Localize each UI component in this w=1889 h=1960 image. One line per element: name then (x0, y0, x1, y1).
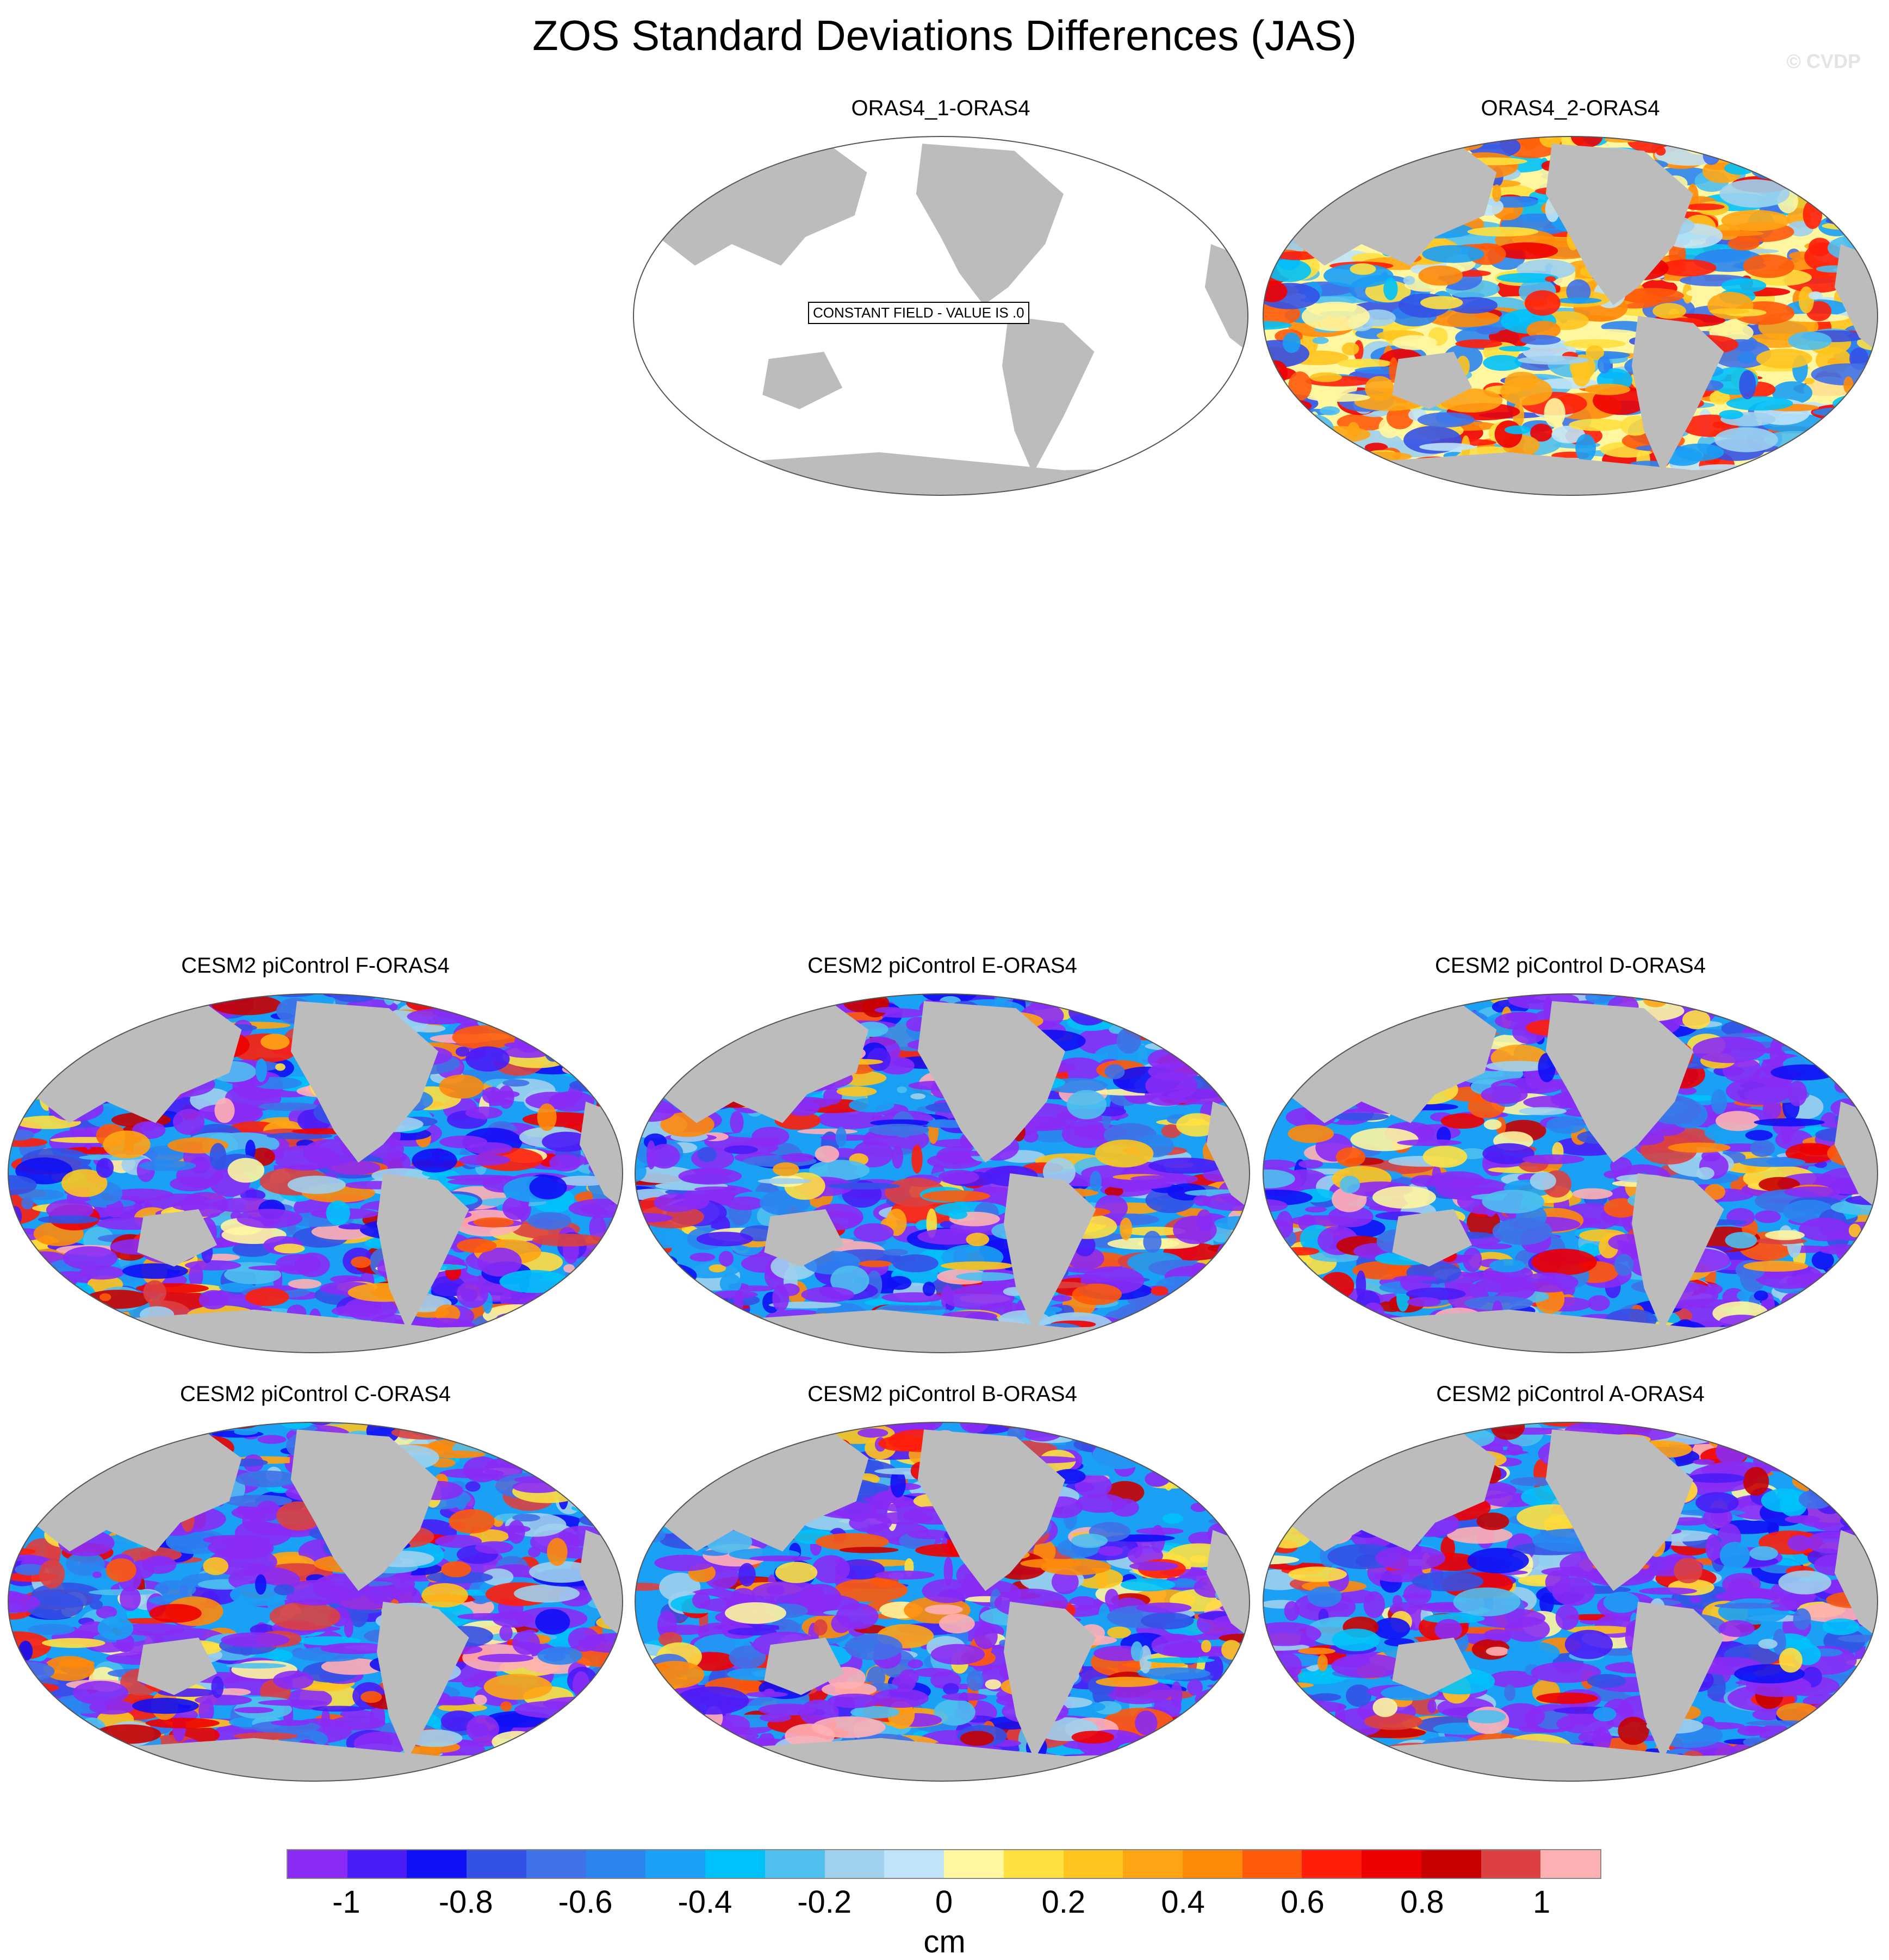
world-map (5, 983, 625, 1364)
colorbar-swatch (1421, 1850, 1481, 1878)
colorbar-unit-label: cm (0, 1924, 1889, 1960)
world-map (1260, 126, 1880, 506)
colorbar-tick-label: -0.6 (558, 1884, 613, 1920)
colorbar-tick-label: 0.2 (1041, 1884, 1085, 1920)
colorbar-swatch (645, 1850, 705, 1878)
colorbar-tick-label: -0.2 (797, 1884, 852, 1920)
colorbar-swatch (1481, 1850, 1541, 1878)
ocean-field (632, 1411, 1252, 1792)
panel-title: CESM2 piControl B-ORAS4 (632, 1381, 1252, 1407)
map-panel-cesm2-e: CESM2 piControl E-ORAS4 (632, 953, 1252, 1366)
colorbar-swatch (705, 1850, 765, 1878)
map-panel-oras4-1: ORAS4_1-ORAS4 CONSTANT FIELD - VALUE IS … (631, 95, 1251, 508)
constant-field-note: CONSTANT FIELD - VALUE IS .0 (808, 302, 1029, 324)
land-mass (1755, 144, 1816, 179)
panel-title: CESM2 piControl C-ORAS4 (5, 1381, 625, 1407)
ocean-field (1260, 126, 1880, 506)
colorbar-swatch (1183, 1850, 1242, 1878)
world-map (1260, 1411, 1880, 1792)
land-mass (1127, 1429, 1188, 1465)
ocean-field (1260, 1411, 1880, 1792)
land-mass (1755, 1001, 1816, 1037)
colorbar-swatch (1540, 1850, 1600, 1878)
world-map (632, 1411, 1252, 1792)
colorbar-tick-label: 0.4 (1161, 1884, 1205, 1920)
colorbar-swatch (526, 1850, 586, 1878)
ocean-field (1260, 983, 1880, 1364)
map-panel-cesm2-a: CESM2 piControl A-ORAS4 (1260, 1381, 1880, 1794)
ocean-field (632, 983, 1252, 1364)
panel-title: CESM2 piControl E-ORAS4 (632, 953, 1252, 979)
colorbar-swatch (1064, 1850, 1123, 1878)
panel-title: ORAS4_2-ORAS4 (1260, 95, 1880, 121)
world-map (5, 1411, 625, 1792)
colorbar-swatch (467, 1850, 526, 1878)
colorbar-tick-label: 0.8 (1400, 1884, 1444, 1920)
panel-title: CESM2 piControl A-ORAS4 (1260, 1381, 1880, 1407)
colorbar-swatch (944, 1850, 1004, 1878)
ocean-field (5, 1411, 625, 1792)
colorbar-tick-label: 0.6 (1281, 1884, 1325, 1920)
land-mass (1127, 1001, 1188, 1037)
colorbar-swatch (347, 1850, 407, 1878)
colorbar-swatch (765, 1850, 825, 1878)
colorbar-swatch (1362, 1850, 1421, 1878)
figure-title: ZOS Standard Deviations Differences (JAS… (0, 11, 1889, 60)
cvdp-watermark: © CVDP (1786, 50, 1861, 73)
colorbar (287, 1849, 1601, 1879)
colorbar-swatch (1123, 1850, 1183, 1878)
panel-title: ORAS4_1-ORAS4 (631, 95, 1251, 121)
land-mass (500, 1001, 561, 1037)
colorbar-tick-label: 1 (1533, 1884, 1550, 1920)
colorbar-tick-label: 0 (935, 1884, 953, 1920)
land-mass (1125, 144, 1186, 179)
colorbar-swatch (825, 1850, 885, 1878)
colorbar-tick-label: -0.4 (678, 1884, 732, 1920)
land-mass (1755, 1429, 1816, 1465)
colorbar-tick-label: -1 (332, 1884, 361, 1920)
colorbar-swatch (407, 1850, 467, 1878)
panel-title: CESM2 piControl F-ORAS4 (5, 953, 625, 979)
world-map (1260, 983, 1880, 1364)
colorbar-swatch (1302, 1850, 1362, 1878)
colorbar-tick-label: -0.8 (439, 1884, 493, 1920)
colorbar-swatch (288, 1850, 347, 1878)
colorbar-swatch (1004, 1850, 1064, 1878)
map-panel-cesm2-c: CESM2 piControl C-ORAS4 (5, 1381, 625, 1794)
ocean-field (5, 983, 625, 1364)
panel-title: CESM2 piControl D-ORAS4 (1260, 953, 1880, 979)
map-panel-cesm2-d: CESM2 piControl D-ORAS4 (1260, 953, 1880, 1366)
colorbar-swatch (1242, 1850, 1302, 1878)
colorbar-swatch (586, 1850, 646, 1878)
map-panel-oras4-2: ORAS4_2-ORAS4 (1260, 95, 1880, 508)
colorbar-swatch (884, 1850, 944, 1878)
land-mass (500, 1429, 561, 1465)
map-panel-cesm2-b: CESM2 piControl B-ORAS4 (632, 1381, 1252, 1794)
map-panel-cesm2-f: CESM2 piControl F-ORAS4 (5, 953, 625, 1366)
world-map (632, 983, 1252, 1364)
colorbar-tick-labels: -1 -0.8 -0.6 -0.4 -0.2 0 0.2 0.4 0.6 0.8 1 (0, 1884, 1889, 1927)
